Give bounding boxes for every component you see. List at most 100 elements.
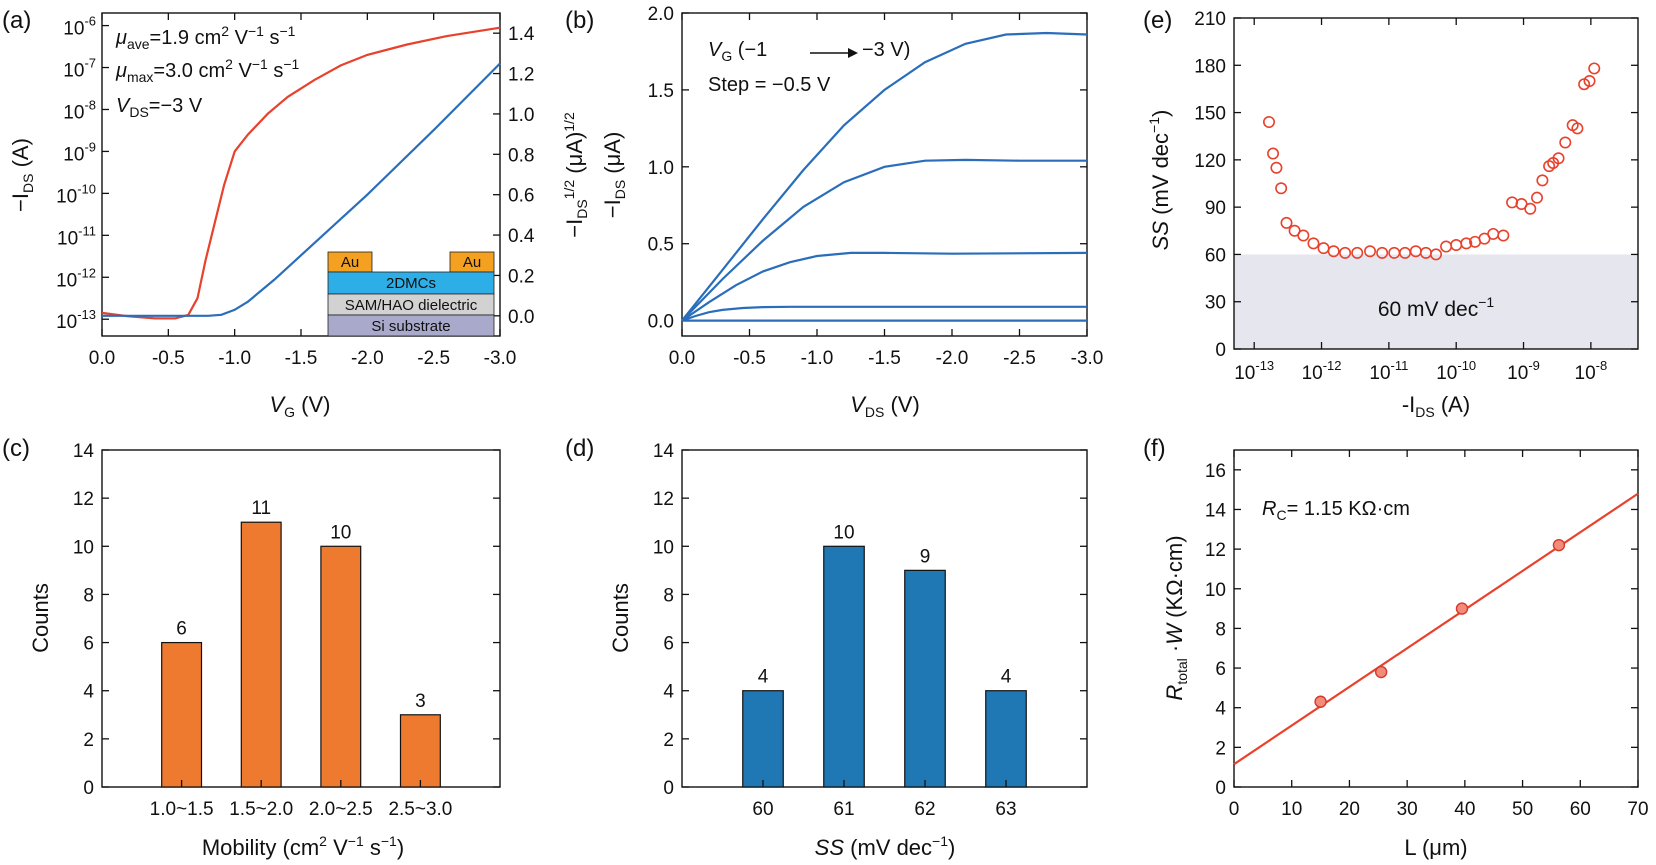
panel-f-x-tick-label: 20 (1339, 799, 1360, 820)
panel-e-point (1531, 191, 1544, 204)
panel-f-y-tick-label: 0 (1215, 778, 1226, 799)
panel-a-x-tick-label: -2.5 (417, 348, 450, 369)
panel-e-point (1297, 229, 1310, 242)
panel-d-category-label: 62 (914, 799, 935, 820)
panel-b-y-label: −IDS (μA) (600, 132, 628, 219)
panel-a-x-tick-label: -0.5 (152, 348, 185, 369)
panel-e-point (1351, 246, 1364, 259)
panel-e-points (1263, 62, 1601, 261)
panel-c-y-tick-label: 14 (73, 441, 95, 462)
panel-a-y2-tick-label: 0.6 (508, 186, 534, 207)
panel-c-y-label: Counts (28, 583, 53, 653)
panel-d-y-label: Counts (608, 583, 633, 653)
panel-e-y-tick-label: 60 (1205, 245, 1226, 266)
panel-a-y-tick-label: 10-13 (56, 307, 96, 333)
panel-c-y-tick-label: 2 (83, 730, 94, 751)
panel-f-x-label: L (μm) (1404, 835, 1467, 860)
panel-e-x-tick-label-base: 10 (1575, 363, 1596, 384)
panel-e-y-tick-label: 90 (1205, 198, 1226, 219)
panel-d-y-tick-label: 4 (663, 682, 674, 703)
panel-f-point (1552, 538, 1566, 552)
panel-f-y-tick-label: 6 (1215, 659, 1226, 680)
panel-e-label: (e) (1143, 7, 1172, 34)
panel-a-series (101, 26, 501, 320)
inset-2dmcs-label: 2DMCs (386, 275, 436, 292)
panel-e-point (1460, 237, 1473, 250)
panel-b-x-tick-label: -2.5 (1003, 348, 1036, 369)
panel-c-y-ticks: 0 2 4 6 8 10 12 14 (73, 441, 500, 799)
panel-f-x-ticks: 0 10 20 30 40 50 60 70 (1229, 450, 1649, 820)
panel-e-x-tick-label: 10-8 (1575, 358, 1608, 384)
panel-f-series (1233, 492, 1639, 766)
panel-e-y-label: SS (mV dec−1) (1146, 110, 1173, 251)
panel-e-y-tick-label: 150 (1194, 104, 1226, 125)
panel-a-x-label: VG (V) (269, 392, 330, 420)
panel-a-y-tick-label-base: 10 (63, 19, 84, 40)
panel-d-y-tick-label: 2 (663, 730, 674, 751)
panel-d-category-label: 63 (995, 799, 1016, 820)
panel-b-y-tick-label: 1.5 (648, 81, 674, 102)
panel-d-bar (823, 545, 865, 788)
panel-e-x-tick-label-exp: -9 (1528, 358, 1540, 373)
panel-c-y-tick-label: 4 (83, 682, 94, 703)
panel-a-device-inset: Au Au 2DMCs SAM/HAO dielectric Si substr… (327, 251, 495, 337)
panel-d-y-tick-label: 10 (653, 537, 674, 558)
panel-b-arrow-icon (810, 48, 858, 58)
panel-a-y-tick-label: 10-7 (63, 56, 96, 82)
panel-c-mobility-histogram: (c) 0 2 4 6 8 10 12 14 6 1.0~1.5 11 1.5~2.0 10 2.0~2… (2, 435, 501, 860)
panel-a-y2-tick-label: 1.2 (508, 65, 534, 86)
panel-d-bar-value-label: 9 (920, 546, 931, 567)
panel-f-y-tick-label: 16 (1205, 461, 1226, 482)
panel-a-mu-ave: μave=1.9 cm2 V−1 s−1 (115, 23, 296, 52)
panel-a-x-ticks: 0.0 -0.5 -1.0 -1.5 -2.0 -2.5 -3.0 (89, 13, 517, 369)
panel-f-y-tick-label: 4 (1215, 699, 1226, 720)
panel-c-y-tick-label: 12 (73, 489, 94, 510)
panel-b-x-tick-label: -1.5 (868, 348, 901, 369)
panel-d-y-ticks: 0 2 4 6 8 10 12 14 (653, 441, 1087, 799)
panel-f-x-tick-label: 50 (1512, 799, 1533, 820)
panel-b-output-line-3 (681, 158, 1087, 322)
panel-d-category-label: 60 (752, 799, 773, 820)
panel-a-y-tick-label-base: 10 (56, 312, 77, 333)
panel-b-x-label: VDS (V) (850, 392, 920, 420)
panel-b-y-tick-label: 0.5 (648, 235, 674, 256)
inset-dielectric-label: SAM/HAO dielectric (345, 297, 478, 314)
panel-e-point (1440, 240, 1453, 253)
panel-a-y-tick-label-base: 10 (63, 144, 84, 165)
panel-f-fit-line (1233, 492, 1639, 766)
panel-a-vds: VDS=−3 V (116, 95, 203, 120)
panel-f-contact-resistance: (f) 0 10 20 30 40 50 60 70 0 2 4 6 8 10 12 14 16 RC= 1.… (1143, 435, 1649, 860)
panel-f-y-tick-label: 2 (1215, 738, 1226, 759)
panel-b-x-ticks: 0.0 -0.5 -1.0 -1.5 -2.0 -2.5 -3.0 (669, 13, 1103, 369)
panel-a-y-tick-label-base: 10 (63, 102, 84, 123)
panel-a-y-tick-label-base: 10 (63, 61, 84, 82)
panel-b-x-tick-label: -2.0 (936, 348, 969, 369)
inset-si-label: Si substrate (371, 318, 450, 335)
panel-c-x-label: Mobility (cm2 V−1 s−1) (202, 833, 404, 860)
panel-d-y-tick-label: 12 (653, 489, 674, 510)
panel-f-y-tick-label: 14 (1205, 500, 1227, 521)
panel-e-x-tick-label: 10-11 (1369, 358, 1408, 384)
panel-f-point (1455, 602, 1469, 615)
panel-e-x-tick-label-base: 10 (1234, 363, 1255, 384)
panel-c-bar-value-label: 10 (330, 522, 351, 543)
panel-b-label: (b) (565, 7, 594, 34)
panel-e-x-tick-label-exp: -8 (1596, 358, 1608, 373)
panel-e-x-tick-label: 10-13 (1234, 358, 1274, 384)
panel-e-ss-vs-current: (e) 60 mV dec−1 10-13 10-12 10-11 10-10 10-9… (1143, 7, 1639, 420)
panel-d-bar (985, 690, 1027, 788)
panel-b-y-tick-label: 1.0 (648, 158, 674, 179)
panel-b-y-tick-label: 0.0 (648, 312, 674, 333)
panel-c-bar-value-label: 11 (251, 498, 271, 519)
panel-a-x-tick-label: -3.0 (484, 348, 517, 369)
panel-f-rc-annotation: RC= 1.15 KΩ·cm (1262, 498, 1410, 523)
panel-a-y-tick-label-exp: -12 (77, 265, 96, 280)
panel-c-y-tick-label: 6 (83, 634, 94, 655)
panel-a-y2-label: −IDS1/2 (μA)1/2 (561, 112, 590, 238)
panel-d-category-label: 61 (833, 799, 854, 820)
panel-e-y-tick-label: 210 (1194, 9, 1226, 30)
panel-e-point (1430, 248, 1443, 261)
panel-a-y2-tick-label: 0.2 (508, 266, 534, 287)
